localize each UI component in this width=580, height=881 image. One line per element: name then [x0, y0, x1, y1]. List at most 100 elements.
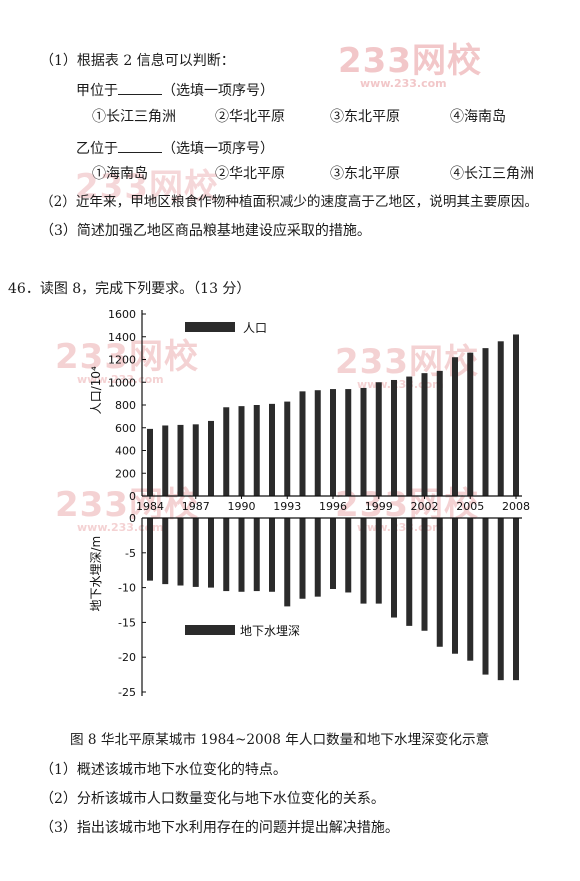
year-tick-label: 2002 — [411, 500, 439, 513]
groundwater-axis-label: 地下水埋深/m — [89, 536, 103, 612]
q46-heading: 46．读图 8，完成下列要求。（13 分） — [8, 281, 251, 297]
q45-options-2-d: ④长江三角洲 — [450, 166, 534, 182]
population-bars — [147, 334, 519, 496]
q45-options-2-a: ①海南岛 — [92, 166, 148, 182]
population-bar-1990 — [238, 406, 245, 496]
population-bar-2007 — [497, 341, 504, 496]
q45-part3: （3）简述加强乙地区商品粮基地建设应采取的措施。 — [40, 223, 371, 239]
q45-jia-hint: （选填一项序号） — [162, 83, 274, 99]
population-bar-2008 — [513, 334, 519, 496]
groundwater-tick-label: -15 — [118, 616, 136, 629]
legend-population: 人口 — [185, 321, 267, 335]
q45-part2: （2）近年来，甲地区粮食作物种植面积减少的速度高于乙地区，说明其主要原因。 — [40, 194, 539, 210]
year-tick-label: 2005 — [456, 500, 484, 513]
q45-yi-hint: （选填一项序号） — [162, 141, 274, 157]
figure-caption: 图 8 华北平原某城市 1984~2008 年人口数量和地下水埋深变化示意 — [70, 732, 490, 748]
groundwater-bar-2006 — [482, 518, 489, 675]
groundwater-bar-1990 — [238, 518, 245, 592]
q45-yi-line: 乙位于 （选填一项序号） — [76, 138, 274, 158]
groundwater-bar-1987 — [192, 518, 199, 587]
population-bar-2003 — [436, 370, 443, 496]
groundwater-tick-label: -5 — [125, 547, 136, 560]
population-bar-1987 — [192, 424, 199, 496]
groundwater-bar-1986 — [177, 518, 184, 586]
year-tick-label: 1990 — [228, 500, 256, 513]
q45-part1: （1）根据表 2 信息可以判断： — [40, 53, 235, 69]
q45-options-1-a: ①长江三角洲 — [92, 109, 176, 125]
groundwater-bar-1993 — [284, 518, 291, 607]
groundwater-bar-2001 — [406, 518, 413, 626]
q46-sub2: （2）分析该城市人口数量变化与地下水位变化的关系。 — [40, 791, 385, 807]
population-bar-2001 — [406, 376, 413, 496]
groundwater-bar-1999 — [375, 518, 382, 604]
groundwater-bar-1997 — [345, 518, 352, 593]
q45-options-2-b: ②华北平原 — [215, 166, 285, 182]
population-tick-label: 400 — [115, 445, 136, 458]
population-bar-1989 — [223, 407, 230, 496]
population-tick-label: 600 — [115, 422, 136, 435]
chart-axes — [141, 310, 522, 696]
watermark-url: www.233.com — [360, 77, 447, 90]
legend-groundwater-label: 地下水埋深 — [240, 624, 300, 638]
population-tick-label: 0 — [129, 490, 136, 503]
population-bar-2000 — [391, 379, 397, 496]
groundwater-bar-1996 — [330, 518, 336, 589]
groundwater-bar-2007 — [497, 518, 504, 681]
year-tick-label: 2008 — [502, 500, 530, 513]
q45-yi-label: 乙位于 — [76, 141, 118, 157]
population-tick-label: 1400 — [108, 331, 136, 344]
population-tick-label: 200 — [115, 467, 136, 480]
population-tick-label: 800 — [115, 399, 136, 412]
groundwater-bar-1994 — [299, 518, 306, 599]
groundwater-bar-1991 — [253, 518, 260, 592]
population-bar-2006 — [482, 348, 489, 496]
population-bar-1988 — [208, 420, 214, 496]
groundwater-bar-2005 — [467, 518, 474, 661]
population-bar-1985 — [162, 425, 169, 496]
population-tick-label: 1000 — [108, 376, 136, 389]
population-bar-1998 — [360, 387, 367, 496]
groundwater-bars — [147, 518, 519, 681]
groundwater-tick-label: -25 — [118, 686, 136, 699]
q45-options-1-d: ④海南岛 — [450, 109, 506, 125]
chart-ticks: 0 200 400 600 800 1000 1200 1400 1600 -25 -20 -15 -1… — [108, 308, 530, 699]
groundwater-bar-2002 — [421, 518, 428, 631]
population-bar-1984 — [147, 428, 153, 496]
q45-options-2-c: ③东北平原 — [330, 166, 400, 182]
population-bar-1993 — [284, 401, 291, 496]
population-groundwater-chart: 0 200 400 600 800 1000 1200 1400 1600 -25 -20 -15 -1… — [89, 308, 530, 699]
population-axis-label: 人口/10⁴ — [89, 366, 103, 414]
legend-population-swatch — [185, 322, 235, 332]
year-tick-label: 1996 — [319, 500, 347, 513]
groundwater-tick-label: 0 — [129, 512, 136, 525]
groundwater-bar-1988 — [208, 518, 214, 588]
legend-groundwater: 地下水埋深 — [185, 624, 300, 638]
legend-population-label: 人口 — [243, 321, 267, 335]
q45-yi-blank[interactable] — [118, 138, 162, 153]
groundwater-bar-2003 — [436, 518, 443, 647]
population-tick-label: 1200 — [108, 354, 136, 367]
groundwater-bar-2000 — [391, 518, 397, 618]
groundwater-bar-1998 — [360, 518, 367, 604]
population-bar-1991 — [253, 405, 260, 496]
population-bar-1999 — [375, 382, 382, 496]
q46-sub3: （3）指出该城市地下水利用存在的问题并提出解决措施。 — [40, 820, 399, 836]
year-tick-label: 1993 — [273, 500, 301, 513]
population-bar-2004 — [452, 357, 458, 496]
year-tick-label: 1987 — [182, 500, 210, 513]
q45-jia-blank[interactable] — [118, 80, 162, 95]
groundwater-bar-1995 — [314, 518, 321, 597]
population-tick-label: 1600 — [108, 308, 136, 321]
q45-jia-label: 甲位于 — [76, 83, 118, 99]
population-bar-1995 — [314, 390, 321, 496]
q45-jia-line: 甲位于 （选填一项序号） — [76, 80, 274, 100]
watermark-brand: 233网校 — [338, 41, 482, 81]
population-bar-2002 — [421, 373, 428, 496]
q46-sub1: （1）概述该城市地下水位变化的特点。 — [40, 762, 287, 778]
q45-options-1-b: ②华北平原 — [215, 109, 285, 125]
legend-groundwater-swatch — [185, 625, 235, 635]
groundwater-tick-label: -10 — [118, 582, 136, 595]
groundwater-bar-1992 — [269, 518, 275, 592]
groundwater-bar-2004 — [452, 518, 458, 654]
population-bar-1994 — [299, 391, 306, 496]
